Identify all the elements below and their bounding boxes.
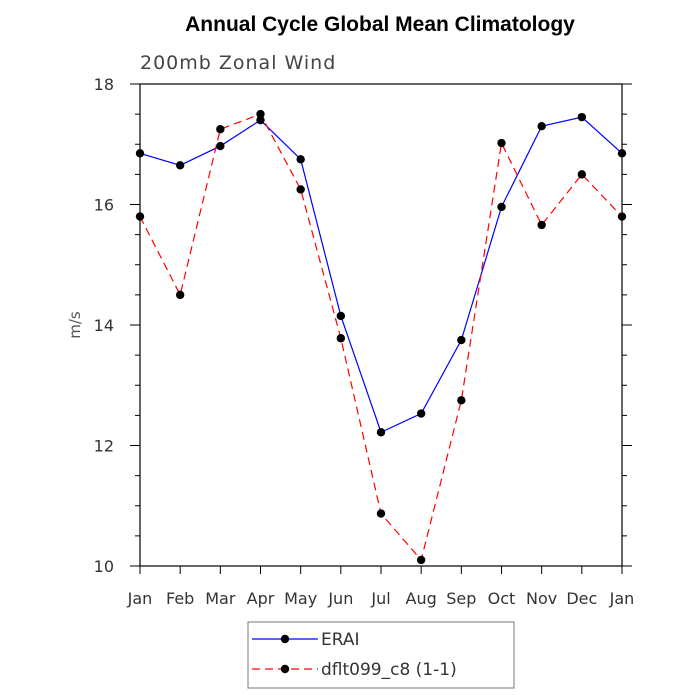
data-point-1 [617,212,627,221]
x-tick-label: May [284,589,317,608]
x-tick-label: Apr [247,589,275,608]
data-point-0 [256,115,265,125]
data-point-0 [135,149,145,158]
chart-subtitle: 200mb Zonal Wind [140,52,336,74]
data-point-1 [296,185,305,194]
data-point-1 [376,509,386,518]
data-point-0 [537,121,546,131]
x-tick-label: Oct [488,589,516,608]
data-point-1 [497,138,506,148]
y-axis-ticks: 10 12 14 16 18 [94,75,632,576]
data-point-1 [336,334,346,343]
data-point-0 [497,202,506,212]
data-point-0 [577,112,587,122]
x-tick-label: Nov [526,589,557,608]
legend-marker-dflt099 [280,664,290,674]
data-point-1 [216,124,225,134]
data-point-0 [457,335,466,345]
x-tick-label: Mar [205,589,236,608]
x-tick-label: Jun [327,589,353,608]
legend-box [247,621,515,689]
legend-marker-erai [280,634,290,644]
data-point-1 [457,396,466,405]
legend: ERAI dflt099_c8 (1-1) [247,621,515,689]
data-point-0 [216,141,225,151]
chart-title: Annual Cycle Global Mean Climatology [185,13,575,36]
series-layer [135,109,627,565]
data-point-0 [296,155,305,164]
x-axis-ticks: Jan Feb Mar Apr May Jun Jul Aug Sep Oct Nov Dec Jan [127,566,635,608]
x-tick-label: Dec [566,589,597,608]
legend-label-erai: ERAI [321,630,360,650]
data-point-0 [376,428,386,437]
data-point-1 [256,109,265,119]
data-point-1 [416,555,426,565]
x-tick-label: Jan [127,589,153,608]
data-point-1 [537,220,546,230]
x-tick-label: Feb [166,589,194,608]
legend-label-dflt099: dflt099_c8 (1-1) [321,660,457,680]
y-tick-label: 14 [94,316,114,335]
y-tick-label: 18 [94,75,114,94]
y-tick-label: 12 [94,437,114,456]
x-tick-label: Jul [370,589,390,608]
y-axis-label: m/s [66,311,84,339]
data-point-0 [175,161,185,170]
y-tick-label: 16 [94,196,114,215]
data-point-0 [617,149,627,158]
data-point-0 [336,311,346,321]
data-point-0 [416,409,426,418]
plot-frame [139,83,623,567]
data-point-1 [135,212,145,221]
x-tick-label: Aug [406,589,437,608]
y-tick-label: 10 [94,557,114,576]
x-tick-label: Sep [446,589,476,608]
data-point-1 [577,170,587,179]
x-tick-label: Jan [609,589,635,608]
data-point-1 [175,290,185,300]
series-line-1 [139,113,623,562]
